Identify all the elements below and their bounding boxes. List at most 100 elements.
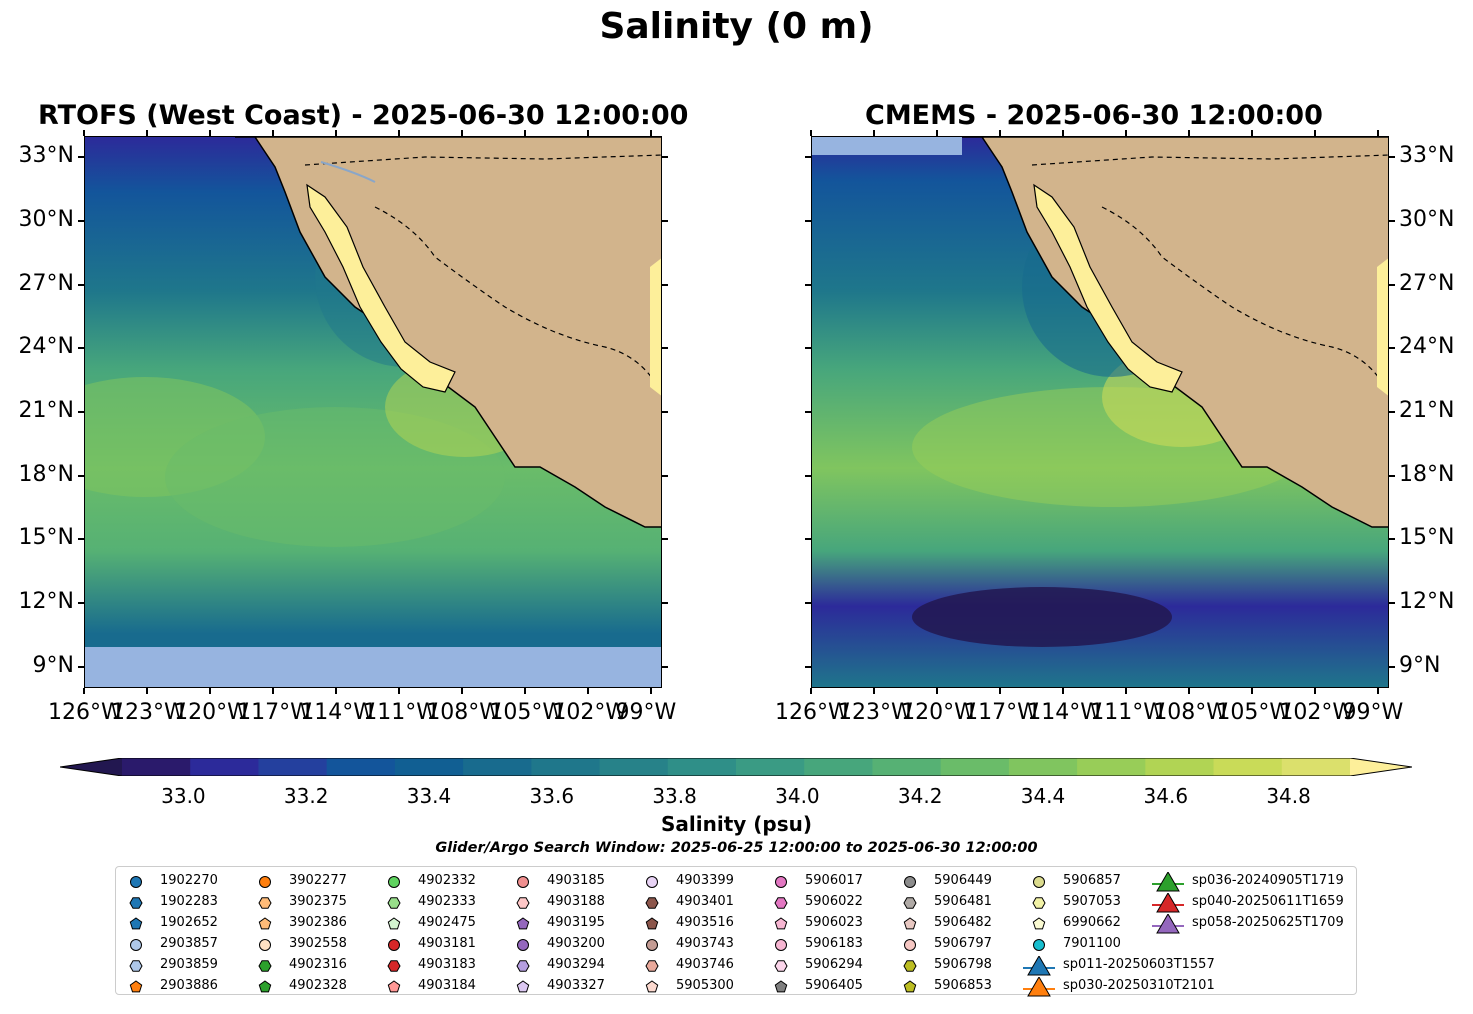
cmems-salinity-map[interactable] <box>811 136 1389 688</box>
lon-label: 123°W <box>111 700 186 725</box>
lat-tick <box>1389 219 1395 222</box>
lat-tick <box>805 602 811 605</box>
lon-label: 120°W <box>174 700 249 725</box>
lon-tick <box>1062 688 1065 694</box>
lat-tick <box>662 283 668 286</box>
legend-item: 4903516 <box>632 914 758 934</box>
legend-label: 5906857 <box>1063 873 1121 888</box>
rtofs-map-graphic <box>85 137 661 687</box>
colorbar-label: Salinity (psu) <box>660 812 812 836</box>
lon-tick <box>936 130 939 136</box>
cmems-panel-title: CMEMS - 2025-06-30 12:00:00 <box>865 100 1323 131</box>
lon-tick <box>524 130 527 136</box>
legend-label: sp030-20250310T2101 <box>1063 978 1215 993</box>
pentagon-marker-icon <box>258 980 272 993</box>
lon-tick <box>209 130 212 136</box>
lon-tick <box>335 688 338 694</box>
legend-item: 5905300 <box>632 977 758 997</box>
legend-item: 3902558 <box>245 935 371 955</box>
pentagon-marker-icon <box>387 917 401 930</box>
legend-item: 5906022 <box>761 893 887 913</box>
lon-label: 123°W <box>838 700 913 725</box>
legend-label: 5907053 <box>1063 894 1121 909</box>
legend-label: 4902316 <box>289 957 347 972</box>
legend-item: 5906857 <box>1019 872 1145 892</box>
lon-label: 105°W <box>489 700 565 725</box>
lat-tick <box>805 156 811 159</box>
triangle-marker-icon <box>1023 977 1055 997</box>
triangle-marker-icon <box>1152 872 1184 892</box>
lat-tick <box>1389 474 1395 477</box>
circle-marker-icon <box>904 939 916 951</box>
rtofs-salinity-map[interactable] <box>84 136 662 688</box>
lat-tick <box>805 219 811 222</box>
lon-tick <box>272 130 275 136</box>
legend-label: 6990662 <box>1063 915 1121 930</box>
legend-item: 1902652 <box>116 914 242 934</box>
colorbar-segment <box>463 758 532 776</box>
lon-tick <box>1377 688 1380 694</box>
legend-item: 4903327 <box>503 977 629 997</box>
lat-tick <box>805 411 811 413</box>
colorbar-tick-label: 33.4 <box>406 784 452 808</box>
legend-label: sp058-20250625T1709 <box>1192 915 1344 930</box>
lon-tick <box>146 130 149 136</box>
lat-tick <box>805 665 811 668</box>
lon-label: 126°W <box>775 700 850 725</box>
hexagon-marker-icon <box>774 897 788 909</box>
lat-label: 12°N <box>1399 589 1455 615</box>
legend-item: 5906294 <box>761 956 887 976</box>
legend-item: 4903188 <box>503 893 629 913</box>
legend-item: 4903746 <box>632 956 758 976</box>
circle-marker-icon <box>1033 876 1045 888</box>
lon-tick <box>873 688 876 694</box>
legend-item: 3902375 <box>245 893 371 913</box>
lon-tick <box>1314 130 1317 136</box>
legend-item: sp040-20250611T1659 <box>1148 893 1344 913</box>
lat-tick <box>805 474 811 477</box>
legend-label: 4903401 <box>676 894 734 909</box>
legend-item: 6990662 <box>1019 914 1145 934</box>
lat-tick <box>805 283 811 286</box>
legend-item: 2903886 <box>116 977 242 997</box>
salinity-colorbar <box>60 758 1412 776</box>
circle-marker-icon <box>775 939 787 951</box>
lat-tick <box>1389 602 1395 605</box>
legend-label: 4903746 <box>676 957 734 972</box>
lat-tick <box>662 602 668 605</box>
legend-item: 4903183 <box>374 956 500 976</box>
pentagon-marker-icon <box>387 980 401 993</box>
lon-label: 99°W <box>615 700 677 725</box>
legend-item: 4903200 <box>503 935 629 955</box>
colorbar-segment <box>1077 758 1146 776</box>
legend-item: 5906449 <box>890 872 1016 892</box>
lat-label: 33°N <box>18 143 74 169</box>
lon-label: 108°W <box>426 700 502 725</box>
figure-title: Salinity (0 m) <box>599 6 874 47</box>
legend-label: 7901100 <box>1063 936 1121 951</box>
lon-tick <box>587 688 590 694</box>
lon-label: 111°W <box>1090 700 1166 725</box>
pentagon-marker-icon <box>1032 917 1046 930</box>
colorbar-tick-label: 33.0 <box>161 784 206 808</box>
legend-item: 4903195 <box>503 914 629 934</box>
lon-tick <box>398 688 401 694</box>
legend-label: 4903743 <box>676 936 734 951</box>
legend-item: 5906183 <box>761 935 887 955</box>
legend-item: 5906481 <box>890 893 1016 913</box>
colorbar-segment <box>394 758 464 776</box>
circle-marker-icon <box>646 939 658 951</box>
circle-marker-icon <box>517 939 529 951</box>
pentagon-marker-icon <box>258 917 272 930</box>
pentagon-marker-icon <box>903 980 917 993</box>
hexagon-marker-icon <box>645 897 659 909</box>
legend-label: 5906482 <box>934 915 992 930</box>
legend-item: 4903181 <box>374 935 500 955</box>
colorbar-tick-label: 34.6 <box>1143 784 1189 808</box>
legend-label: 5906853 <box>934 978 992 993</box>
rtofs-panel-title: RTOFS (West Coast) - 2025-06-30 12:00:00 <box>38 100 689 131</box>
lat-tick <box>1389 411 1395 413</box>
lon-tick <box>83 688 85 694</box>
colorbar-segment <box>122 758 191 776</box>
lon-tick <box>1125 688 1128 694</box>
